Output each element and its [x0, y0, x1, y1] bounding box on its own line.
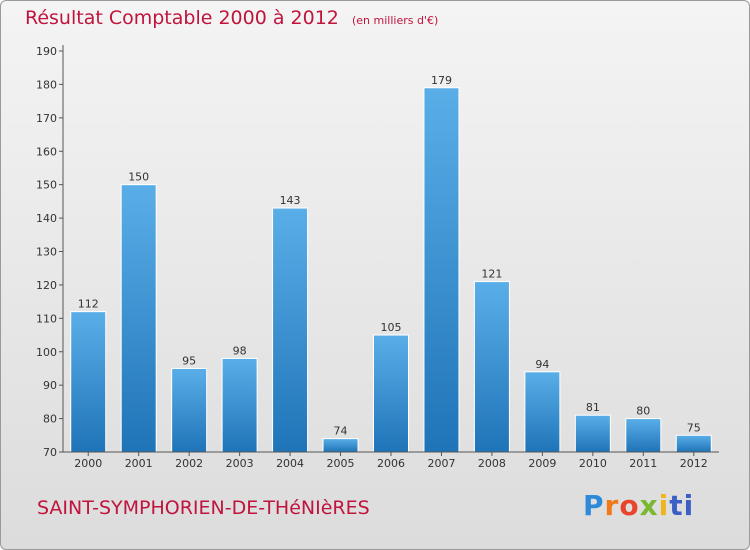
y-tick-label: 190: [36, 45, 57, 58]
bar-2004: [272, 207, 309, 453]
data-label-2002: 95: [182, 354, 196, 367]
y-tick-label: 70: [43, 446, 57, 459]
bar-2003: [221, 357, 258, 453]
y-tick-label: 110: [36, 312, 57, 325]
chart-title: Résultat Comptable 2000 à 2012 (en milli…: [25, 7, 438, 29]
x-tick-label-2002: 2002: [175, 457, 203, 470]
chart-title-text: Résultat Comptable 2000 à 2012: [25, 7, 339, 29]
bar-2009: [524, 371, 561, 453]
y-axis: 70 80 90 100 110 120 130 140 150 160 170 180 190: [36, 45, 64, 459]
data-label-2001: 150: [128, 171, 149, 184]
x-tick-label-2010: 2010: [579, 457, 607, 470]
x-tick-label-2007: 2007: [427, 457, 455, 470]
bar-chart: 70 80 90 100 110 120 130 140 150 160 170 180 190 112…: [36, 45, 719, 470]
bar-2001: [120, 184, 157, 453]
x-tick-label-2005: 2005: [327, 457, 355, 470]
x-axis: 2000 2001 2002 2003 2004 2005 2006 2007 2008 2009…: [63, 451, 719, 470]
bar-2010: [574, 414, 611, 453]
x-tick-label-2000: 2000: [74, 457, 102, 470]
bar-2007: [423, 87, 460, 453]
x-tick-label-2009: 2009: [528, 457, 556, 470]
data-label-2011: 80: [636, 405, 650, 418]
data-label-2009: 94: [535, 358, 549, 371]
bar-2008: [473, 281, 510, 453]
data-label-2004: 143: [280, 194, 301, 207]
y-tick-label: 100: [36, 346, 57, 359]
chart-unit-label: (en milliers d'€): [351, 14, 439, 27]
bar-2000: [70, 311, 107, 453]
proxiti-logo: Proxiti: [583, 489, 695, 522]
x-tick-label-2001: 2001: [125, 457, 153, 470]
y-tick-label: 160: [36, 145, 57, 158]
y-tick-label: 150: [36, 179, 57, 192]
y-tick-label: 170: [36, 112, 57, 125]
bar-2005: [322, 438, 359, 453]
x-tick-label-2003: 2003: [226, 457, 254, 470]
y-tick-label: 130: [36, 246, 57, 259]
data-label-2006: 105: [381, 321, 402, 334]
bar-2012: [675, 434, 712, 453]
x-tick-label-2004: 2004: [276, 457, 304, 470]
y-tick-label: 90: [43, 379, 57, 392]
y-tick-label: 120: [36, 279, 57, 292]
x-tick-label-2008: 2008: [478, 457, 506, 470]
y-tick-label: 180: [36, 78, 57, 91]
x-tick-label-2012: 2012: [680, 457, 708, 470]
y-tick-label: 80: [43, 413, 57, 426]
x-tick-label-2006: 2006: [377, 457, 405, 470]
bar-2006: [373, 334, 409, 453]
data-label-2008: 121: [481, 268, 502, 281]
data-label-2010: 81: [586, 401, 600, 414]
bars: 112 150 95 98 143 74 105 179 121 94 81 80 75: [70, 74, 712, 453]
y-tick-label: 140: [36, 212, 57, 225]
data-label-2007: 179: [431, 74, 452, 87]
bar-2002: [171, 367, 208, 453]
data-label-2003: 98: [233, 344, 247, 357]
data-label-2000: 112: [78, 298, 99, 311]
data-label-2012: 75: [687, 421, 701, 434]
commune-name: SAINT-SYMPHORIEN-DE-THéNIèRES: [37, 497, 370, 519]
data-label-2005: 74: [334, 425, 348, 438]
x-tick-label-2011: 2011: [629, 457, 657, 470]
bar-2011: [625, 418, 662, 453]
